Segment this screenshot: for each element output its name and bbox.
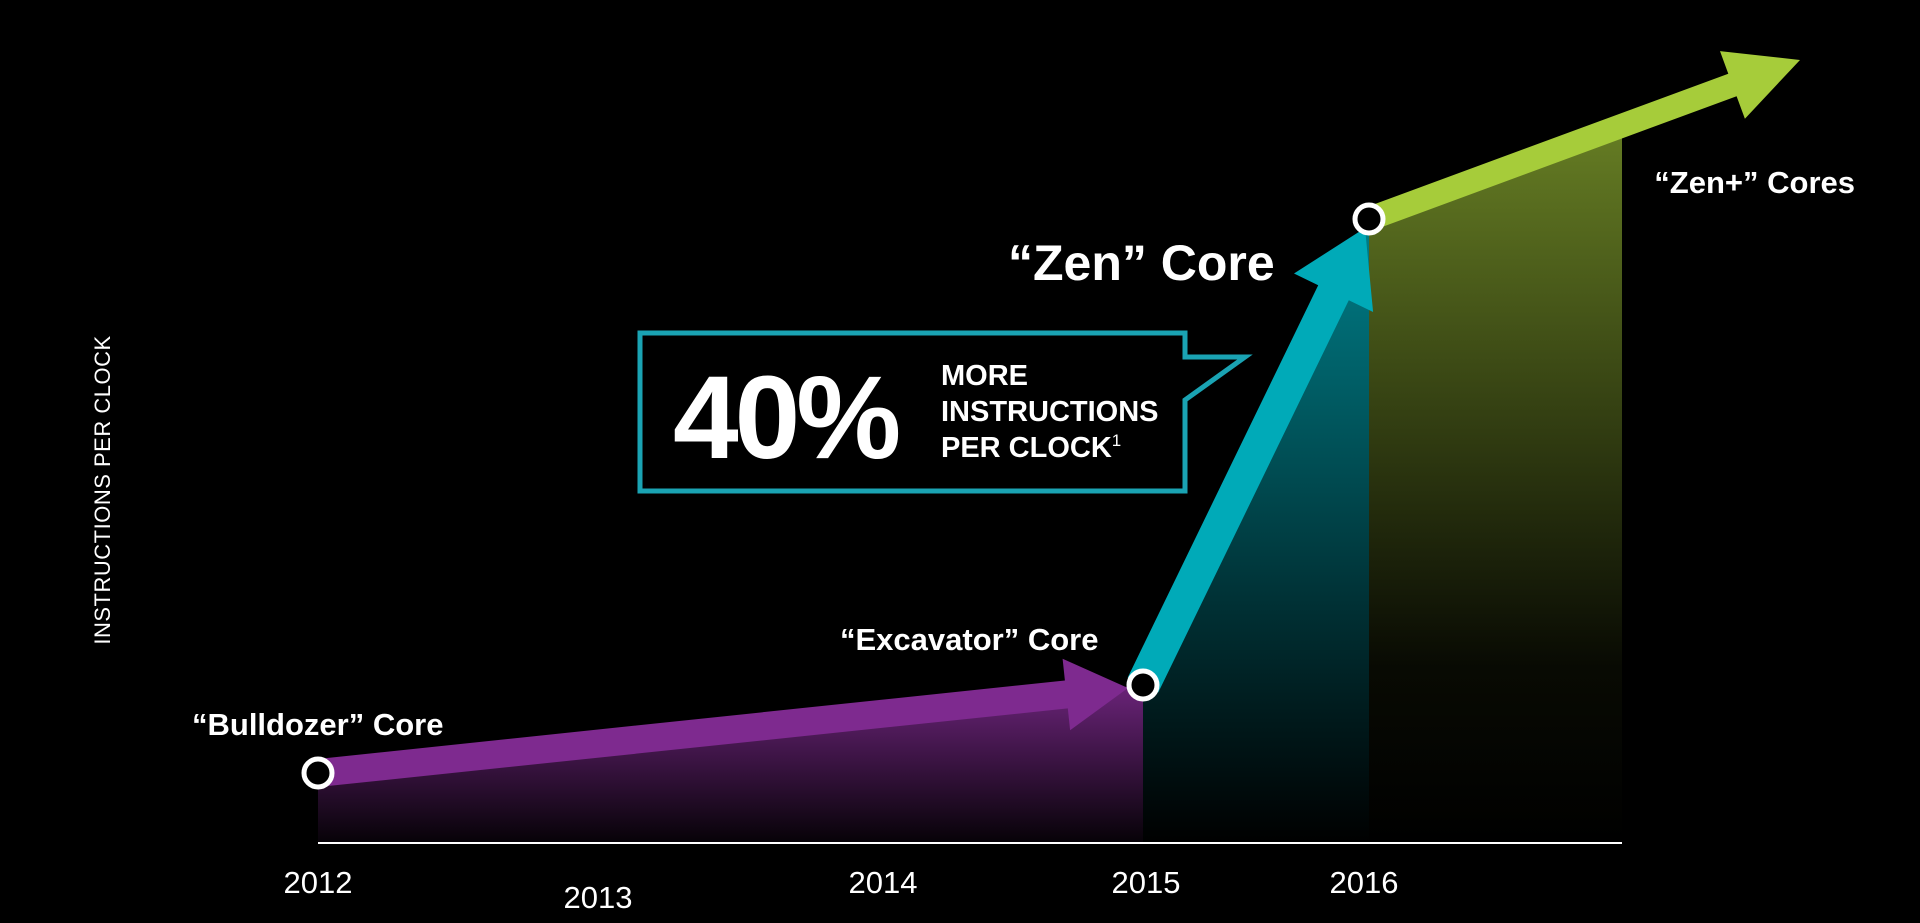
- marker-2012-1: [1126, 668, 1160, 702]
- area-bulldozer-excavator: [318, 685, 1143, 843]
- x-tick-2012: 2012: [284, 865, 353, 900]
- point-label-3: “Zen+” Cores: [1654, 165, 1855, 200]
- area-zen-zenplus: [1369, 138, 1622, 843]
- callout-footnote: 1: [1112, 431, 1121, 450]
- point-label-2: “Zen” Core: [1008, 235, 1275, 291]
- callout-line2: INSTRUCTIONS: [941, 396, 1159, 428]
- callout-line1: MORE: [941, 360, 1028, 392]
- x-tick-2013: 2013: [564, 880, 633, 915]
- point-label-1: “Excavator” Core: [840, 622, 1098, 657]
- arrow-zen-zenplus: [1364, 51, 1800, 231]
- x-tick-2014: 2014: [849, 865, 918, 900]
- area-fills: [318, 138, 1622, 843]
- callout-line3: PER CLOCK1: [941, 431, 1121, 464]
- x-axis-ticks: 2012 2013 2014 2015 2016: [284, 865, 1399, 915]
- x-tick-2015: 2015: [1112, 865, 1181, 900]
- callout-percent: 40%: [673, 352, 898, 484]
- point-label-0: “Bulldozer” Core: [192, 707, 443, 742]
- arrow-bulldozer-excavator: [316, 658, 1128, 787]
- callout-box: [637, 330, 1253, 494]
- arrow-excavator-zen: [1127, 228, 1374, 693]
- series-arrows: [316, 51, 1800, 787]
- x-tick-2016: 2016: [1330, 865, 1399, 900]
- area-excavator-zen: [1143, 219, 1369, 843]
- marker-2012-2: [1352, 202, 1386, 236]
- point-labels: “Bulldozer” Core “Excavator” Core “Zen” Co…: [192, 165, 1855, 742]
- ipc-callout: 40% MORE INSTRUCTIONS PER CLOCK1: [637, 330, 1253, 494]
- point-markers: [301, 202, 1386, 790]
- marker-2012-0: [301, 756, 335, 790]
- y-axis-label: INSTRUCTIONS PER CLOCK: [90, 335, 115, 644]
- callout-line3-text: PER CLOCK: [941, 432, 1112, 464]
